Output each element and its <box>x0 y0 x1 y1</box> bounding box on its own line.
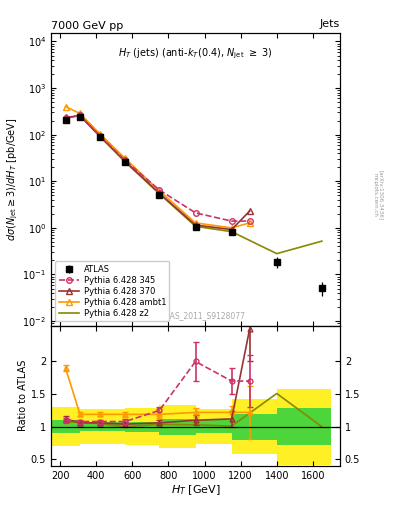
Pythia 6.428 ambt1 <box>63 103 68 110</box>
Text: [arXiv:1306.3436]: [arXiv:1306.3436] <box>378 169 383 220</box>
Pythia 6.428 370 <box>123 158 127 164</box>
Text: ATLAS_2011_S9128077: ATLAS_2011_S9128077 <box>157 311 246 320</box>
Pythia 6.428 ambt1 <box>123 155 127 161</box>
X-axis label: $H_T$ [GeV]: $H_T$ [GeV] <box>171 483 220 497</box>
Pythia 6.428 z2 <box>63 115 68 121</box>
Legend: ATLAS, Pythia 6.428 345, Pythia 6.428 370, Pythia 6.428 ambt1, Pythia 6.428 z2: ATLAS, Pythia 6.428 345, Pythia 6.428 37… <box>55 262 169 322</box>
Pythia 6.428 345 <box>63 115 68 121</box>
Y-axis label: $d\sigma(N_{\rm jet} \geq 3) / dH_T$ [pb/GeV]: $d\sigma(N_{\rm jet} \geq 3) / dH_T$ [pb… <box>5 118 20 241</box>
Pythia 6.428 ambt1 <box>97 131 102 137</box>
Pythia 6.428 z2 <box>78 113 83 119</box>
Pythia 6.428 370 <box>247 208 252 214</box>
Pythia 6.428 z2 <box>97 133 102 139</box>
Pythia 6.428 370 <box>97 133 102 139</box>
Line: Pythia 6.428 370: Pythia 6.428 370 <box>63 113 252 232</box>
Text: mcplots.cern.ch: mcplots.cern.ch <box>373 173 378 217</box>
Pythia 6.428 z2 <box>157 190 162 197</box>
Pythia 6.428 345 <box>229 218 234 224</box>
Pythia 6.428 z2 <box>123 159 127 165</box>
Pythia 6.428 ambt1 <box>78 111 83 117</box>
Y-axis label: Ratio to ATLAS: Ratio to ATLAS <box>18 360 28 432</box>
Pythia 6.428 370 <box>78 113 83 119</box>
Line: Pythia 6.428 ambt1: Pythia 6.428 ambt1 <box>63 104 252 231</box>
Pythia 6.428 345 <box>78 112 83 118</box>
Pythia 6.428 ambt1 <box>229 225 234 231</box>
Pythia 6.428 z2 <box>320 238 324 244</box>
Line: Pythia 6.428 z2: Pythia 6.428 z2 <box>66 116 322 253</box>
Pythia 6.428 ambt1 <box>247 220 252 226</box>
Line: Pythia 6.428 345: Pythia 6.428 345 <box>63 113 252 224</box>
Pythia 6.428 345 <box>97 133 102 139</box>
Pythia 6.428 345 <box>123 157 127 163</box>
Pythia 6.428 z2 <box>274 250 279 257</box>
Pythia 6.428 370 <box>157 190 162 197</box>
Pythia 6.428 z2 <box>193 223 198 229</box>
Pythia 6.428 ambt1 <box>193 220 198 226</box>
Pythia 6.428 370 <box>63 114 68 120</box>
Text: 7000 GeV pp: 7000 GeV pp <box>51 21 123 31</box>
Pythia 6.428 370 <box>229 226 234 232</box>
Pythia 6.428 z2 <box>229 228 234 234</box>
Text: $H_T$ (jets) (anti-$k_T$(0.4), $N_{\rm jet}$ $\geq$ 3): $H_T$ (jets) (anti-$k_T$(0.4), $N_{\rm j… <box>118 47 273 61</box>
Pythia 6.428 ambt1 <box>157 188 162 194</box>
Pythia 6.428 345 <box>247 218 252 224</box>
Pythia 6.428 345 <box>193 210 198 216</box>
Pythia 6.428 370 <box>193 222 198 228</box>
Pythia 6.428 345 <box>157 187 162 193</box>
Text: Jets: Jets <box>320 19 340 29</box>
